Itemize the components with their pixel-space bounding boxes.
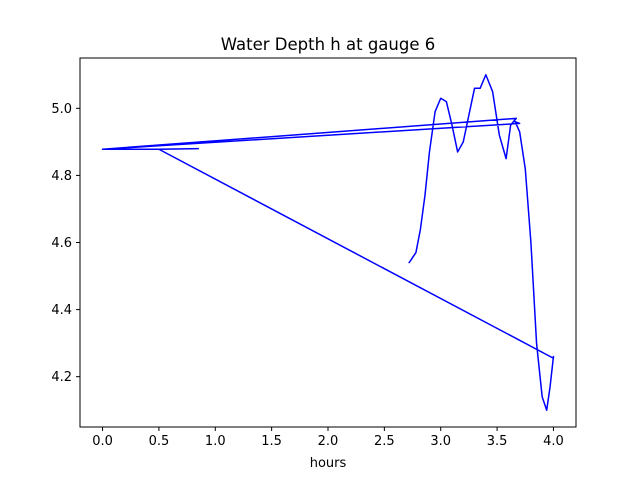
x-tick-label: 1.0 [205,434,226,449]
series-line [101,74,555,411]
y-tick-label: 5.0 [51,102,72,117]
plot-frame [79,57,577,428]
x-tick-label: 4.0 [543,434,564,449]
x-tick-label: 0.0 [92,434,113,449]
x-tick-label: 3.5 [487,434,508,449]
y-tick-label: 4.8 [51,169,72,184]
y-tick-label: 4.2 [51,370,72,385]
y-tick-label: 4.4 [51,303,72,318]
x-tick-label: 2.0 [318,434,339,449]
x-tick-label: 3.0 [430,434,451,449]
x-tick-label: 0.5 [149,434,170,449]
x-axis-label: hours [310,456,347,471]
y-tick-label: 4.6 [51,236,72,251]
x-tick-label: 1.5 [261,434,282,449]
series-layer [101,74,555,411]
axes: 0.0 0.5 1.0 1.5 2.0 2.5 3.0 3.5 4.0 4.2 4.4 4.6 4.8 5… [51,102,563,449]
x-tick-label: 2.5 [374,434,395,449]
chart-title: Water Depth h at gauge 6 [221,35,435,54]
